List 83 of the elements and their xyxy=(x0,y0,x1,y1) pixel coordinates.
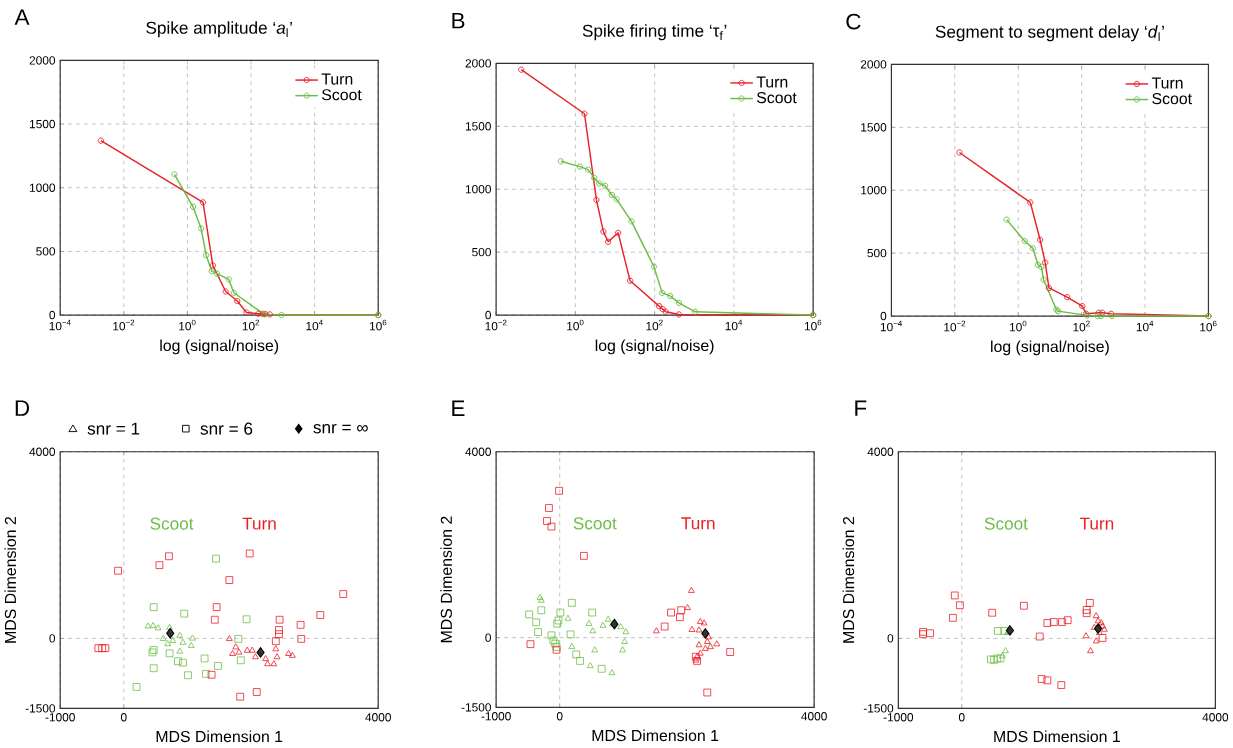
x-tick-label: 10$^{0}$ xyxy=(179,319,196,331)
y-axis-title: MDS Dimension 2 xyxy=(4,517,17,643)
text: snr = 6 xyxy=(200,422,253,435)
x-tick-label: 10$^{−2}$ xyxy=(944,320,966,332)
text: Scoot xyxy=(573,517,617,530)
text: Scoot xyxy=(150,517,194,530)
x-tick-label: 0 xyxy=(120,713,127,722)
text: A xyxy=(14,9,30,25)
text: snr = 1 xyxy=(87,422,140,435)
x-tick-label: 10$^{−2}$ xyxy=(485,319,507,331)
text: Turn xyxy=(681,517,715,530)
legend-label: Scoot xyxy=(321,89,362,101)
y-tick-label: 500 xyxy=(867,248,887,258)
x-tick-label: -1000 xyxy=(883,713,914,722)
y-axis-title: MDS Dimension 2 xyxy=(842,517,855,643)
text: Turn xyxy=(1079,517,1114,530)
y-tick-label: 0 xyxy=(485,633,491,642)
y-tick-label: 500 xyxy=(36,247,56,256)
x-tick-label: 10$^{−4}$ xyxy=(880,320,902,332)
y-tick-label: 0 xyxy=(49,310,56,320)
text: B xyxy=(452,12,465,29)
x-axis-title: log (signal/noise) xyxy=(160,339,279,355)
x-tick-label: 4000 xyxy=(801,712,827,721)
y-tick-label: 2000 xyxy=(29,56,56,65)
x-axis-title: log (signal/noise) xyxy=(595,339,714,355)
y-tick-label: 0 xyxy=(485,310,491,320)
y-tick-label: 1500 xyxy=(465,122,491,131)
y-tick-label: 1000 xyxy=(465,185,491,194)
x-tick-label: 0 xyxy=(958,713,965,722)
x-tick-label: 10$^{6}$ xyxy=(369,319,387,331)
y-axis-title: MDS Dimension 2 xyxy=(440,516,452,643)
y-tick-label: 0 xyxy=(49,634,56,643)
x-tick-label: 10$^{2}$ xyxy=(646,319,663,331)
text: E xyxy=(452,400,465,417)
chart-title: Spike firing time ‘τ$_{f}$’ xyxy=(582,24,727,41)
x-tick-label: 10$^{6}$ xyxy=(804,319,822,331)
y-tick-label: 1000 xyxy=(29,183,56,192)
y-tick-label: 2000 xyxy=(465,59,491,68)
x-tick-label: -1000 xyxy=(481,712,511,721)
y-tick-label: -1500 xyxy=(461,703,491,712)
y-tick-label: 2000 xyxy=(860,60,887,69)
legend-label: Turn xyxy=(756,76,788,88)
x-tick-label: 10$^{6}$ xyxy=(1200,320,1217,332)
y-tick-label: 4000 xyxy=(465,447,491,456)
text: F xyxy=(855,400,867,416)
legend-label: Scoot xyxy=(1152,93,1192,105)
legend-label: Turn xyxy=(321,73,353,85)
x-tick-label: -1000 xyxy=(45,713,75,722)
x-axis-title: log (signal/noise) xyxy=(991,340,1109,356)
legend-label: Turn xyxy=(1151,77,1183,89)
text: snr = ∞ xyxy=(313,423,368,434)
text: Scoot xyxy=(984,517,1028,530)
x-tick-label: 10$^{4}$ xyxy=(1136,320,1154,332)
y-tick-label: 1000 xyxy=(861,186,887,195)
y-tick-label: 500 xyxy=(472,247,491,257)
text: D xyxy=(15,400,30,416)
legend-label: Scoot xyxy=(756,92,797,104)
x-axis-title: MDS Dimension 1 xyxy=(592,729,719,742)
x-tick-label: 10$^{4}$ xyxy=(306,319,323,331)
x-tick-label: 10$^{4}$ xyxy=(725,319,743,331)
x-tick-label: 4000 xyxy=(365,713,391,722)
chart-title: Segment to segment delay ‘d$_{l}$’ xyxy=(935,25,1164,42)
x-axis-title: MDS Dimension 1 xyxy=(994,730,1120,743)
x-tick-label: 10$^{0}$ xyxy=(1009,320,1027,332)
x-tick-label: 10$^{0}$ xyxy=(567,319,584,331)
y-tick-label: 1500 xyxy=(861,123,887,132)
x-axis-title: MDS Dimension 1 xyxy=(156,730,283,743)
text: Turn xyxy=(242,517,276,530)
x-tick-label: 10$^{−4}$ xyxy=(49,319,71,331)
x-tick-label: 4000 xyxy=(1202,713,1229,722)
y-tick-label: -1500 xyxy=(863,704,894,713)
y-tick-label: -1500 xyxy=(25,704,56,713)
y-tick-label: 4000 xyxy=(867,447,894,456)
x-tick-label: 10$^{2}$ xyxy=(242,319,260,331)
chart-title: Spike amplitude ‘a$_{l}$’ xyxy=(146,21,292,38)
x-tick-label: 10$^{2}$ xyxy=(1073,320,1090,332)
y-tick-label: 0 xyxy=(887,634,894,643)
text: C xyxy=(846,13,861,30)
y-tick-label: 4000 xyxy=(29,447,56,456)
x-tick-label: 0 xyxy=(556,712,563,721)
x-tick-label: 10$^{−2}$ xyxy=(113,319,135,331)
y-tick-label: 1500 xyxy=(29,119,56,129)
y-tick-label: 0 xyxy=(880,311,887,321)
